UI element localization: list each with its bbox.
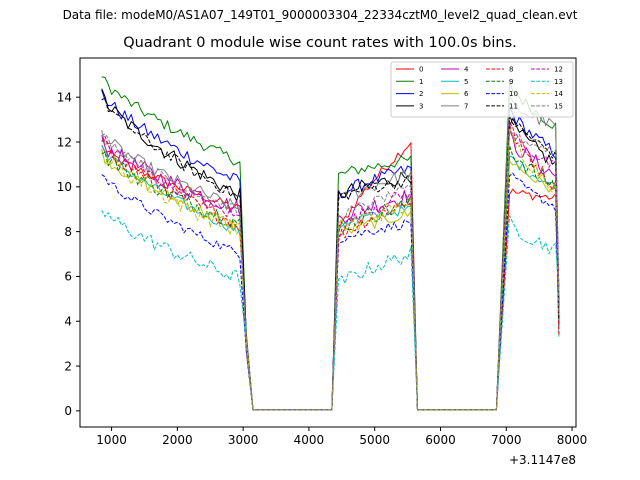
legend-label-15: 15: [554, 102, 563, 110]
legend-label-6: 6: [464, 90, 469, 98]
series-line-15: [101, 130, 560, 411]
x-tick-label: 6000: [425, 433, 456, 447]
axes-frame: [79, 57, 577, 428]
legend-label-9: 9: [509, 78, 513, 86]
y-tick-label: 2: [64, 359, 72, 373]
x-tick-label: 3000: [228, 433, 259, 447]
legend-label-7: 7: [464, 102, 468, 110]
y-tick-label: 4: [64, 315, 72, 329]
x-tick-label: 8000: [557, 433, 588, 447]
legend-label-2: 2: [419, 90, 423, 98]
series-line-10: [101, 172, 560, 411]
legend-label-13: 13: [554, 78, 563, 86]
x-offset-label: +3.1147e8: [509, 453, 576, 467]
legend-label-4: 4: [464, 66, 469, 74]
y-tick-label: 8: [64, 225, 72, 239]
legend-label-8: 8: [509, 66, 513, 74]
legend-label-5: 5: [464, 78, 468, 86]
data-file-label: Data file: modeM0/AS1A07_149T01_90000033…: [62, 8, 578, 22]
y-tick-label: 14: [57, 91, 72, 105]
legend-label-10: 10: [509, 90, 518, 98]
legend-box: [390, 61, 574, 118]
legend-label-3: 3: [419, 102, 423, 110]
legend-label-11: 11: [509, 102, 518, 110]
x-tick-label: 5000: [359, 433, 390, 447]
chart-title: Quadrant 0 module wise count rates with …: [123, 35, 517, 51]
legend-label-12: 12: [554, 66, 563, 74]
legend-label-14: 14: [554, 90, 563, 98]
plot-background: [80, 58, 576, 427]
y-tick-label: 10: [57, 180, 72, 194]
series-line-8: [101, 122, 560, 411]
series-line-9: [101, 145, 560, 411]
x-tick-label: 4000: [294, 433, 325, 447]
legend-label-1: 1: [419, 78, 423, 86]
x-tick-label: 7000: [491, 433, 522, 447]
plot-area: [80, 58, 576, 427]
x-tick-label: 1000: [96, 433, 127, 447]
y-tick-label: 12: [57, 135, 72, 149]
legend-label-0: 0: [419, 66, 423, 74]
y-tick-label: 6: [64, 270, 72, 284]
x-tick-label: 2000: [162, 433, 193, 447]
y-tick-label: 0: [64, 404, 72, 418]
